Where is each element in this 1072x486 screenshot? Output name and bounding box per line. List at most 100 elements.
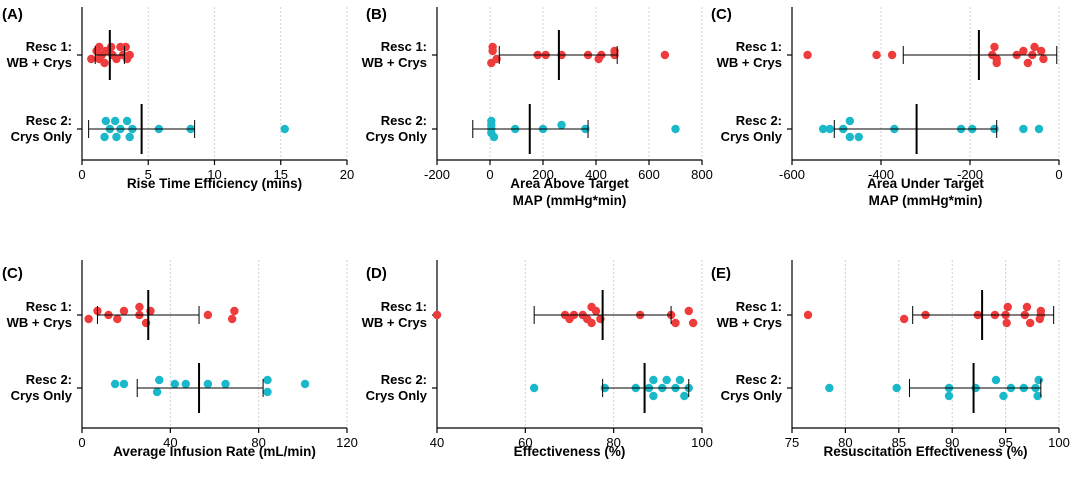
x-tick-label: 600 [638, 167, 660, 182]
data-point [1033, 391, 1042, 401]
data-point [1019, 46, 1028, 56]
data-point [112, 54, 121, 64]
data-point [887, 50, 897, 60]
data-point [594, 54, 603, 64]
data-point [1023, 58, 1033, 68]
x-tick-label: 5 [145, 167, 152, 182]
data-point [1025, 318, 1035, 328]
group-label: WB + Crys [7, 315, 72, 330]
data-point [1035, 314, 1044, 324]
data-point [101, 116, 111, 126]
x-tick-label: 0 [1055, 167, 1062, 182]
group-label: Resc 2: [26, 113, 72, 128]
x-tick-label: 400 [585, 167, 607, 182]
data-point [263, 387, 272, 397]
data-point [221, 379, 230, 389]
data-point [100, 58, 109, 68]
data-point [113, 314, 122, 324]
data-point [999, 391, 1008, 401]
x-tick-label: 0 [78, 435, 85, 450]
panel-label: (C) [2, 265, 23, 282]
x-tick-label: 200 [532, 167, 554, 182]
x-tick-label: 800 [691, 167, 713, 182]
group-label: Resc 2: [381, 113, 427, 128]
data-point [818, 124, 828, 134]
data-point [489, 132, 499, 142]
panel-6: 75 80 85 90 95 100 Resuscitation Effectiveness… [711, 260, 1070, 459]
group-label: WB + Crys [7, 55, 72, 70]
data-point [899, 314, 909, 324]
data-point [803, 310, 813, 320]
data-point [263, 375, 272, 385]
x-tick-label: -200 [957, 167, 983, 182]
data-point [100, 132, 109, 142]
data-point [280, 124, 289, 134]
group-label: Resc 1: [381, 39, 427, 54]
data-point [671, 124, 680, 134]
x-tick-label: 20 [340, 167, 354, 182]
group-label: Crys Only [11, 129, 73, 144]
data-point [825, 124, 835, 134]
group-label: Resc 1: [26, 299, 72, 314]
data-point [991, 375, 1001, 385]
data-point [122, 54, 132, 64]
data-point [87, 54, 96, 64]
data-point [1030, 42, 1039, 52]
data-point [203, 310, 213, 320]
panel-label: (C) [711, 6, 732, 23]
group-label: Crys Only [721, 129, 783, 144]
x-tick-label: 80 [251, 435, 265, 450]
data-point [671, 318, 680, 328]
data-point [181, 379, 190, 389]
x-axis-label: MAP (mmHg*min) [513, 193, 627, 208]
group-label: Crys Only [11, 388, 73, 403]
panel-1: 0 5 10 15 20 Rise Time Efficiency (mins) (A) Re… [2, 6, 354, 191]
data-point [135, 302, 144, 312]
x-tick-label: 95 [998, 435, 1012, 450]
panel-label: (A) [2, 6, 23, 23]
x-tick-label: -200 [424, 167, 450, 182]
data-point [1022, 302, 1032, 312]
data-point [688, 318, 698, 328]
data-point [892, 383, 901, 393]
group-label: WB + Crys [362, 315, 427, 330]
x-tick-label: 40 [163, 435, 177, 450]
data-point [1019, 124, 1028, 134]
data-point [680, 391, 689, 401]
data-point [803, 50, 812, 60]
group-label: Resc 2: [26, 372, 72, 387]
data-point [1002, 318, 1011, 328]
data-point [203, 379, 213, 389]
data-point [487, 58, 496, 68]
group-label: Resc 1: [381, 299, 427, 314]
data-point [230, 306, 239, 316]
x-tick-label: 15 [274, 167, 288, 182]
data-point [227, 314, 237, 324]
group-label: Crys Only [721, 388, 783, 403]
panel-2: -200 0 200 400 600 800 Area Above Target MAP (m… [362, 6, 713, 208]
x-tick-label: 0 [78, 167, 85, 182]
data-point [684, 306, 693, 316]
x-axis-label: Rise Time Efficiency (mins) [127, 176, 302, 191]
data-point [587, 318, 596, 328]
data-point [845, 132, 855, 142]
panel-label: (E) [711, 265, 731, 282]
data-point [121, 42, 130, 52]
x-tick-label: 0 [486, 167, 493, 182]
data-point [1039, 54, 1048, 64]
x-axis-label: Area Above Target [510, 176, 629, 191]
panel-label: (D) [366, 265, 387, 282]
group-label: Resc 1: [26, 39, 72, 54]
data-point [675, 375, 685, 385]
x-axis-label: Resuscitation Effectiveness (%) [823, 444, 1027, 459]
data-point [854, 132, 863, 142]
x-tick-label: 100 [691, 435, 713, 450]
group-label: Crys Only [366, 129, 428, 144]
x-tick-label: 85 [892, 435, 906, 450]
data-point [488, 46, 497, 56]
data-point [825, 383, 834, 393]
data-point [660, 50, 670, 60]
x-tick-label: 60 [518, 435, 532, 450]
x-tick-label: 100 [1048, 435, 1070, 450]
group-label: Resc 2: [736, 113, 782, 128]
